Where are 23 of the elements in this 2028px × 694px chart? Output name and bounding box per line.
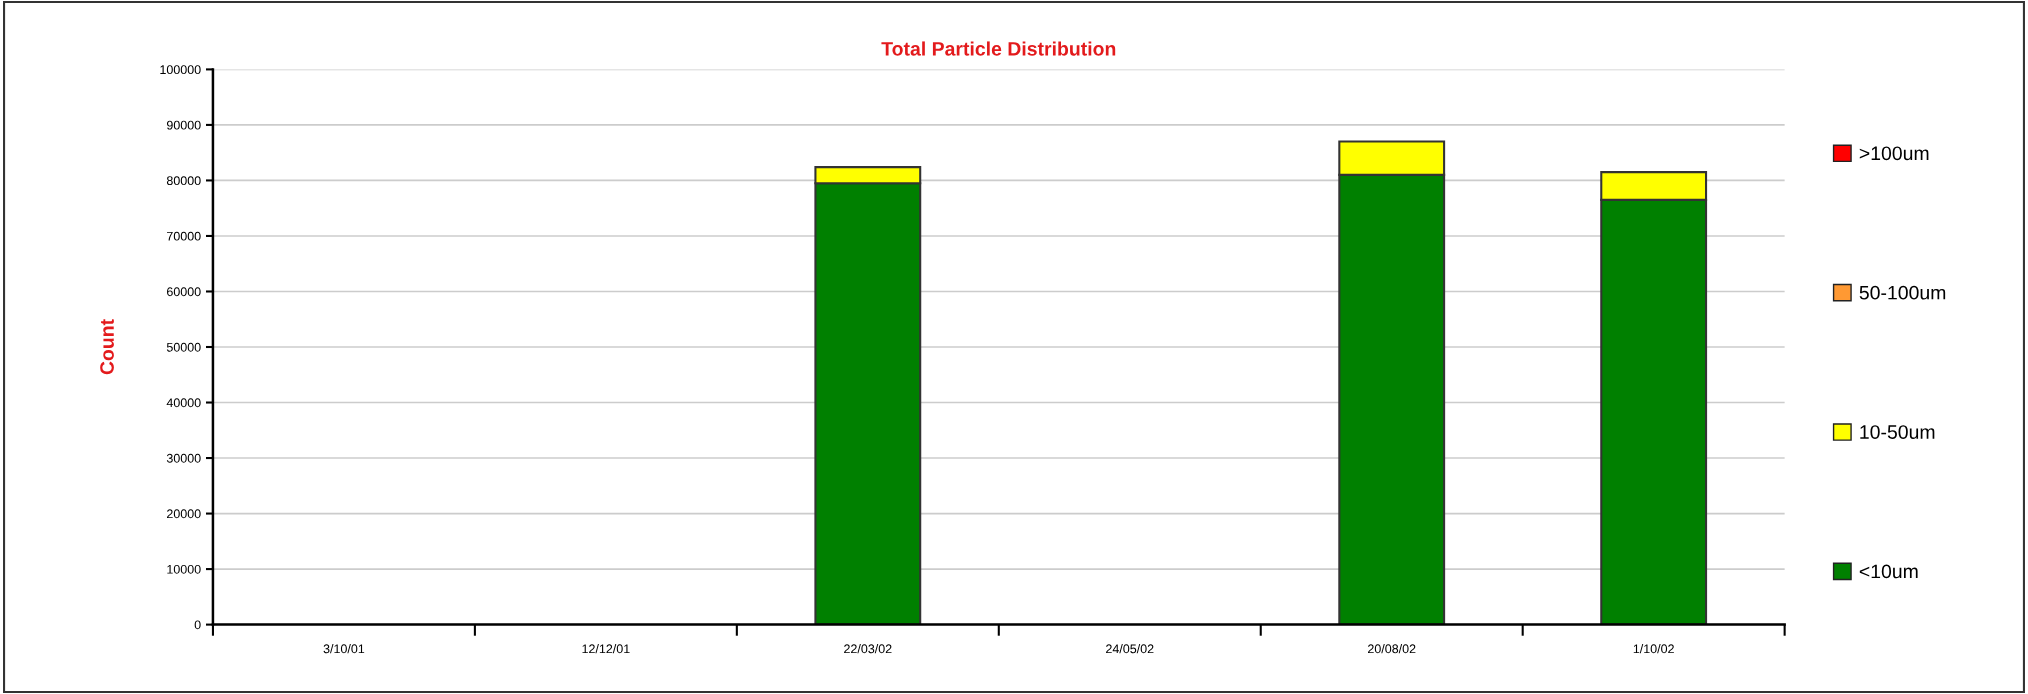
y-tick-label: 30000 (166, 453, 201, 463)
y-tick-label: 0 (194, 620, 201, 630)
y-tick-label: 50000 (166, 342, 201, 352)
x-tick-label: 24/05/02 (1106, 644, 1154, 654)
legend-label: 10-50um (1860, 425, 1935, 439)
y-tick-label: 70000 (167, 231, 201, 241)
y-tick-label: 80000 (166, 176, 201, 186)
x-tick-label: 22/03/02 (844, 644, 892, 654)
x-tick-label: 3/10/01 (323, 644, 365, 654)
y-tick-label: 90000 (166, 120, 201, 130)
legend-label: >100um (1859, 146, 1929, 161)
x-tick-label: 20/08/02 (1368, 644, 1416, 654)
y-tick-label: 60000 (167, 287, 201, 297)
y-axis-title: Count (100, 319, 114, 375)
chart-title: Total Particle Distribution (881, 41, 1116, 56)
legend-label: 50-100um (1859, 285, 1946, 300)
y-tick-label: 20000 (167, 509, 201, 519)
x-tick-label: 1/10/02 (1633, 644, 1674, 654)
y-tick-label: 10000 (167, 564, 201, 574)
x-tick-label: 12/12/01 (582, 644, 630, 654)
y-tick-label: 100000 (160, 65, 201, 75)
legend-label: <10um (1859, 564, 1918, 579)
y-tick-label: 40000 (166, 398, 201, 408)
